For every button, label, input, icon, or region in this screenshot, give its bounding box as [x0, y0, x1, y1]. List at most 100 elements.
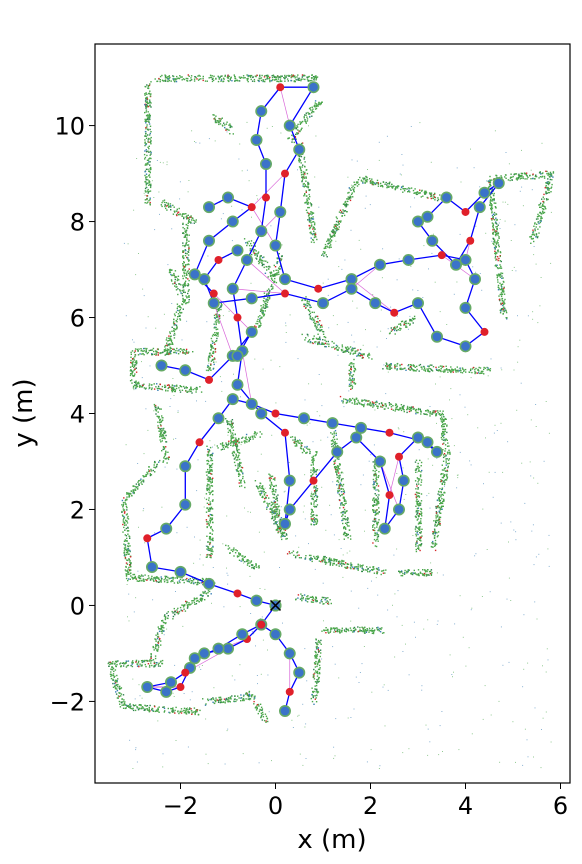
map-point	[230, 698, 232, 700]
map-point	[415, 497, 418, 499]
map-point	[445, 368, 448, 370]
map-point	[373, 504, 375, 506]
map-point	[129, 707, 131, 709]
map-point	[346, 565, 348, 568]
map-point	[374, 401, 377, 403]
map-point	[194, 603, 196, 605]
map-point	[221, 701, 223, 704]
map-point	[228, 80, 230, 83]
map-point	[230, 442, 232, 444]
map-point	[126, 513, 128, 515]
map-point	[416, 485, 418, 487]
map-point	[259, 436, 261, 438]
map-point	[298, 77, 300, 79]
map-point	[111, 663, 114, 665]
map-point	[195, 391, 197, 393]
map-point	[224, 702, 226, 704]
map-point	[316, 692, 319, 694]
map-point	[382, 572, 385, 574]
map-point	[442, 410, 444, 412]
map-point	[343, 498, 345, 500]
map-point	[439, 523, 441, 525]
map-point	[159, 383, 161, 386]
map-point	[433, 537, 436, 539]
map-point	[440, 508, 442, 510]
map-point	[303, 594, 306, 596]
map-point	[316, 672, 319, 674]
map-point	[219, 701, 222, 704]
map-point	[438, 519, 441, 521]
map-point	[375, 477, 377, 480]
map-point	[149, 197, 151, 199]
map-point	[356, 403, 358, 405]
map-point	[208, 523, 210, 526]
map-point	[252, 566, 254, 568]
map-point	[342, 519, 344, 521]
map-point	[420, 513, 423, 515]
map-point	[260, 492, 263, 494]
map-point	[179, 389, 181, 391]
map-point	[417, 574, 420, 576]
map-point	[343, 510, 345, 513]
map-point	[211, 517, 214, 519]
map-point	[214, 358, 216, 360]
map-point	[346, 399, 348, 401]
map-point	[319, 672, 321, 675]
map-point	[154, 405, 156, 407]
map-point	[149, 473, 151, 475]
map-point	[426, 570, 428, 573]
map-point	[173, 318, 175, 321]
map-point	[328, 561, 330, 563]
map-point	[427, 573, 429, 576]
map-point	[219, 696, 222, 699]
map-point	[167, 581, 169, 583]
map-point	[340, 485, 342, 487]
map-point	[331, 433, 334, 435]
map-point	[124, 546, 127, 548]
map-point	[147, 201, 149, 203]
map-point	[344, 503, 346, 505]
map-point	[134, 387, 137, 390]
map-point	[149, 114, 151, 117]
map-point	[161, 662, 164, 665]
map-point	[187, 708, 189, 711]
map-point	[185, 386, 187, 388]
map-point	[161, 629, 164, 632]
map-point	[376, 522, 378, 525]
map-point	[137, 576, 140, 578]
map-point	[228, 547, 231, 549]
map-point	[215, 340, 218, 342]
map-point	[181, 213, 183, 216]
map-point	[163, 427, 165, 430]
map-point	[124, 539, 126, 541]
map-point	[304, 446, 306, 448]
map-point	[350, 567, 352, 570]
map-point	[318, 659, 321, 661]
map-point	[396, 368, 398, 370]
map-point	[437, 493, 439, 495]
map-point	[136, 580, 138, 582]
map-point	[189, 390, 191, 393]
map-point	[418, 505, 420, 507]
map-point	[335, 344, 338, 347]
map-point	[274, 275, 276, 277]
map-point	[199, 386, 201, 388]
map-point	[125, 549, 128, 552]
map-point	[183, 352, 186, 354]
map-point	[334, 443, 336, 445]
map-point	[220, 306, 222, 308]
map-point	[165, 622, 167, 624]
map-point	[404, 569, 406, 572]
map-point	[176, 576, 178, 578]
map-point	[337, 630, 339, 633]
map-point	[321, 343, 323, 345]
map-point	[167, 78, 170, 80]
map-point	[304, 74, 306, 77]
map-point	[347, 517, 349, 519]
map-point	[207, 547, 210, 550]
map-point	[310, 518, 313, 520]
map-point	[163, 457, 165, 459]
map-point	[179, 306, 181, 308]
map-point	[209, 356, 211, 359]
map-point	[188, 259, 190, 261]
